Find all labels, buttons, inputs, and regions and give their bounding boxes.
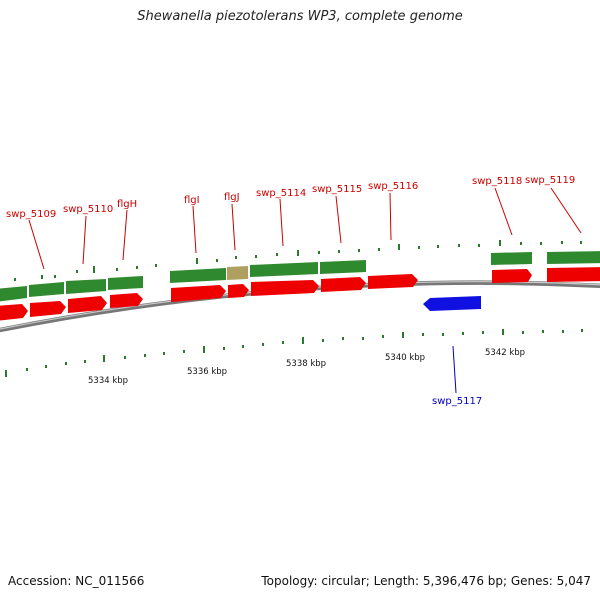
cds-arrow[interactable] xyxy=(228,284,249,298)
scale-label: 5336 kbp xyxy=(187,367,227,377)
genome-summary-text: Topology: circular; Length: 5,396,476 bp… xyxy=(261,574,591,588)
gene-bar[interactable] xyxy=(108,276,143,290)
gene-label-swp_5116[interactable]: swp_5116 xyxy=(368,181,418,192)
scale-label: 5342 kbp xyxy=(485,348,525,358)
gene-bar[interactable] xyxy=(547,251,600,264)
lower-ticks xyxy=(5,329,583,377)
reverse-gene-arrow[interactable] xyxy=(423,296,481,311)
gene-bar[interactable] xyxy=(29,282,64,297)
gene-label-swp_5117[interactable]: swp_5117 xyxy=(432,396,482,407)
scale-label: 5334 kbp xyxy=(88,376,128,386)
cds-arrow[interactable] xyxy=(110,293,143,308)
cds-arrow[interactable] xyxy=(492,269,532,283)
cds-arrow[interactable] xyxy=(0,304,28,321)
scale-label: 5338 kbp xyxy=(286,359,326,369)
gene-label-swp_5118[interactable]: swp_5118 xyxy=(472,176,522,187)
gene-label-swp_5114[interactable]: swp_5114 xyxy=(256,188,306,199)
cds-arrow[interactable] xyxy=(321,277,366,292)
gene-bars xyxy=(0,251,600,302)
gene-label-flgh[interactable]: flgH xyxy=(117,199,137,210)
gene-bar[interactable] xyxy=(320,260,366,274)
gene-label-flgj[interactable]: flgJ xyxy=(224,192,240,203)
label-leaders xyxy=(28,187,582,270)
gene-label-swp_5109[interactable]: swp_5109 xyxy=(6,209,56,220)
upper-ticks xyxy=(14,240,582,281)
cds-arrow[interactable] xyxy=(547,267,600,282)
scale-label: 5340 kbp xyxy=(385,353,425,363)
gene-bar[interactable] xyxy=(250,262,318,277)
gene-label-swp_5119[interactable]: swp_5119 xyxy=(525,175,575,186)
scale-labels: 5334 kbp 5336 kbp 5338 kbp 5340 kbp 5342… xyxy=(88,348,525,386)
cds-arrow[interactable] xyxy=(368,274,418,289)
cds-arrow[interactable] xyxy=(68,296,107,313)
gene-label-swp_5115[interactable]: swp_5115 xyxy=(312,184,362,195)
map-title: Shewanella piezotolerans WP3, complete g… xyxy=(137,9,463,24)
gene-bar[interactable] xyxy=(66,279,106,294)
cds-arrow[interactable] xyxy=(171,285,226,302)
label-leader-blue xyxy=(452,345,457,394)
gene-labels: swp_5109 swp_5110 flgH flgI flgJ swp_511… xyxy=(6,175,575,220)
gene-label-flgi[interactable]: flgI xyxy=(184,195,200,206)
gene-bar[interactable] xyxy=(170,268,226,283)
cds-arrow[interactable] xyxy=(251,280,319,296)
cds-arrows xyxy=(0,267,600,321)
accession-text: Accession: NC_011566 xyxy=(8,574,145,588)
gene-bar-highlight[interactable] xyxy=(227,266,248,280)
gene-label-swp_5110[interactable]: swp_5110 xyxy=(63,204,113,215)
cds-arrow[interactable] xyxy=(30,301,66,317)
gene-bar[interactable] xyxy=(491,252,532,265)
gene-bar[interactable] xyxy=(0,286,27,302)
